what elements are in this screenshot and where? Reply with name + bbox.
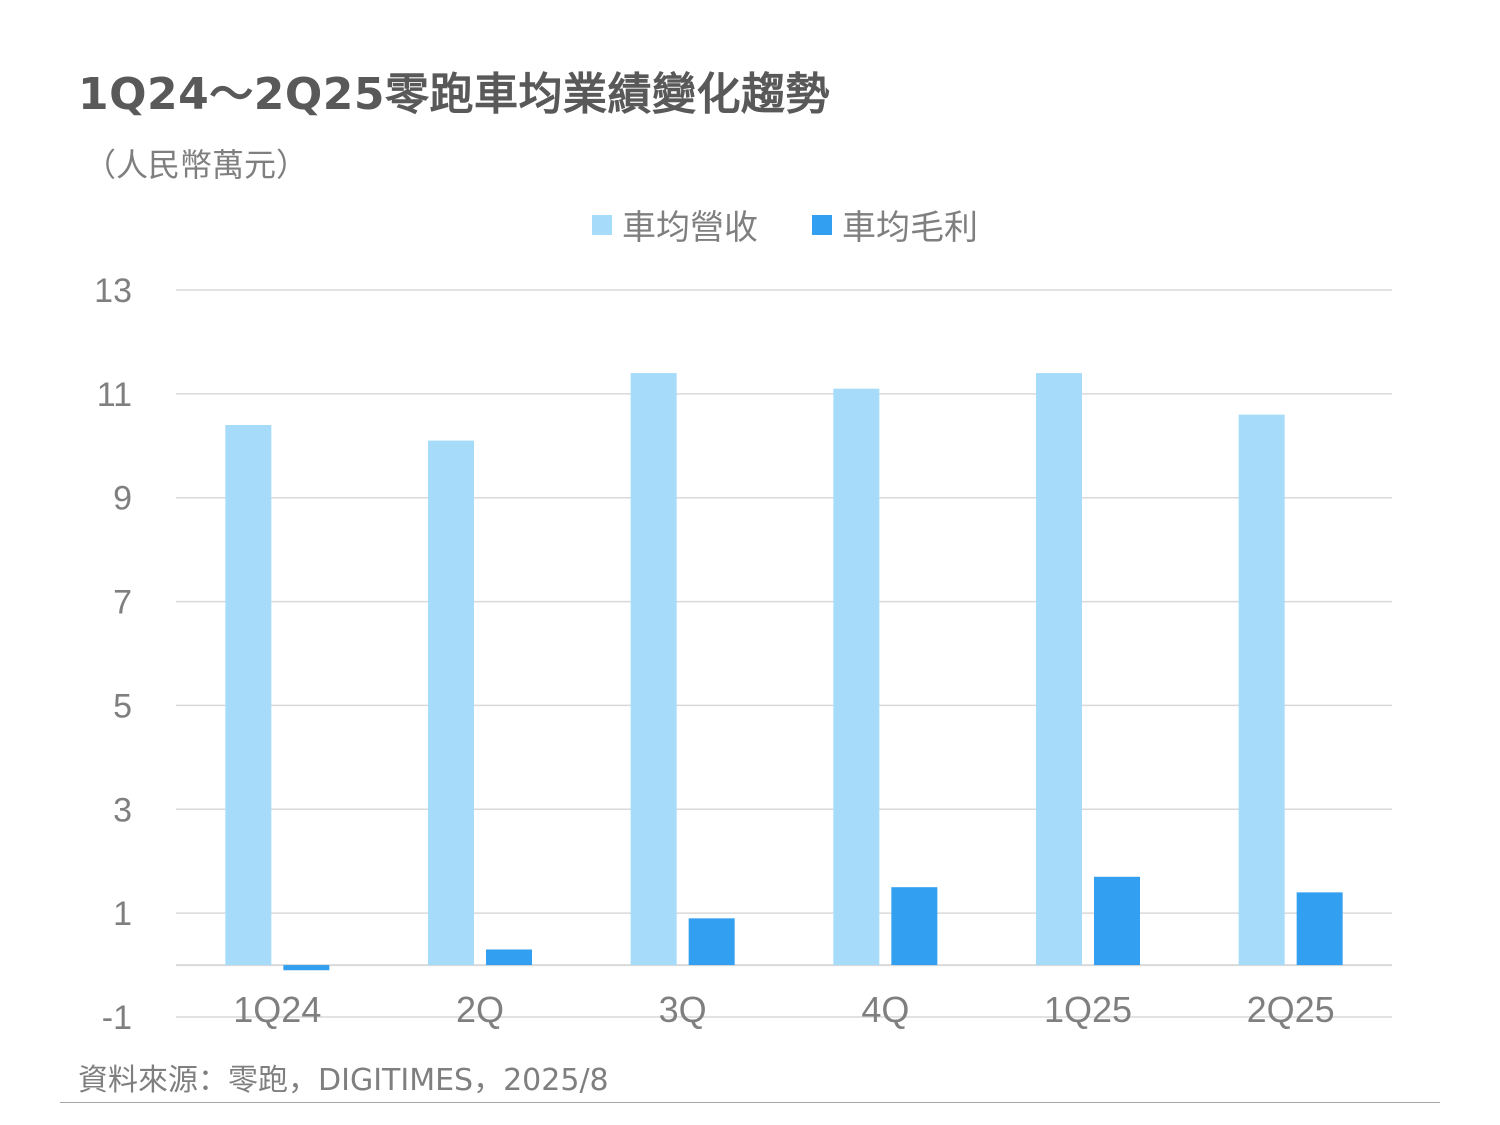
legend-item-revenue: 車均營收 bbox=[592, 200, 758, 249]
y-tick-label: 11 bbox=[97, 376, 132, 414]
bar-gross-profit bbox=[688, 918, 735, 966]
y-tick-label: 7 bbox=[113, 584, 132, 622]
x-tick-label: 2Q25 bbox=[1247, 989, 1335, 1030]
legend-label-gross-profit: 車均毛利 bbox=[842, 208, 978, 248]
bottom-divider bbox=[60, 1102, 1440, 1103]
x-tick-label: 4Q bbox=[861, 989, 909, 1030]
y-tick-label: 3 bbox=[113, 791, 132, 829]
y-tick-label: 13 bbox=[94, 272, 132, 310]
y-tick-label: 1 bbox=[113, 895, 132, 933]
legend-item-gross-profit: 車均毛利 bbox=[812, 200, 978, 249]
bar-revenue bbox=[1036, 373, 1082, 966]
bar-revenue bbox=[428, 440, 474, 966]
bar-revenue bbox=[630, 373, 677, 966]
bar-gross-profit bbox=[486, 949, 532, 966]
bar-gross-profit bbox=[891, 887, 938, 966]
x-tick-label: 2Q bbox=[456, 989, 504, 1030]
bar-gross-profit bbox=[283, 965, 330, 971]
chart-subtitle: （人民幣萬元） bbox=[84, 146, 309, 184]
y-tick-label: 9 bbox=[113, 480, 132, 518]
bar-revenue bbox=[833, 388, 880, 966]
source-note: 資料來源：零跑，DIGITIMES，2025/8 bbox=[78, 1063, 609, 1098]
bar-gross-profit bbox=[1094, 876, 1140, 966]
legend-swatch-revenue bbox=[592, 214, 612, 235]
y-tick-label: 5 bbox=[113, 687, 132, 725]
legend-label-revenue: 車均營收 bbox=[622, 208, 758, 248]
chart-title: 1Q24～2Q25零跑車均業績變化趨勢 bbox=[78, 69, 830, 120]
x-tick-label: 1Q24 bbox=[233, 989, 321, 1030]
x-tick-label: 3Q bbox=[659, 989, 707, 1030]
bar-revenue bbox=[1238, 414, 1285, 966]
bar-gross-profit bbox=[1296, 892, 1343, 966]
chart-legend: 車均營收 車均毛利 bbox=[592, 200, 1032, 249]
y-tick-label: -1 bbox=[102, 999, 132, 1037]
bar-revenue bbox=[225, 425, 272, 966]
legend-swatch-gross-profit bbox=[812, 214, 832, 235]
x-tick-label: 1Q25 bbox=[1044, 989, 1132, 1030]
